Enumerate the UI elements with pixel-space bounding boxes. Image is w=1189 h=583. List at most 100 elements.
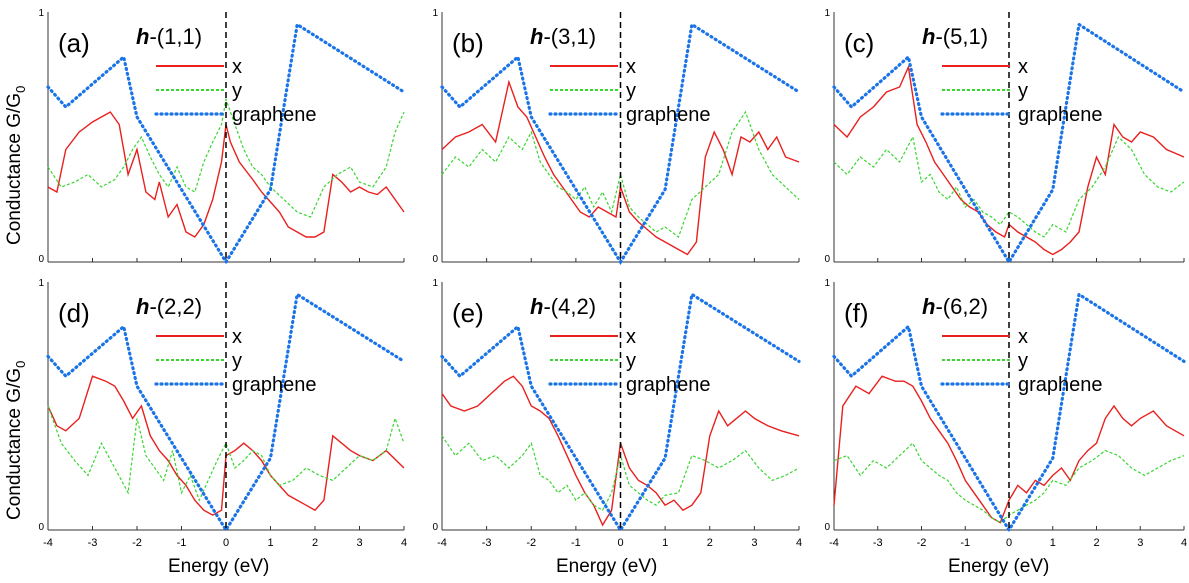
panel-title-rest: -(2,2) <box>149 294 202 319</box>
x-tick-label: -3 <box>88 537 98 549</box>
panel-label: (b) <box>452 28 484 58</box>
legend-label-y: y <box>232 80 242 102</box>
legend-label-graphene: graphene <box>626 104 711 126</box>
legend-label-y: y <box>626 350 636 372</box>
panel-title-rest: -(4,2) <box>543 294 596 319</box>
x-tick-label: -1 <box>960 537 970 549</box>
x-tick-label: 0 <box>617 537 623 549</box>
y-tick-label: 0 <box>38 522 44 533</box>
series-y-line <box>833 442 1185 524</box>
series-y-line <box>47 97 405 218</box>
x-tick-label: -2 <box>132 537 142 549</box>
x-tick-label: -1 <box>177 537 187 549</box>
y-axis-label-top: Conductance G/G0 <box>4 86 28 245</box>
panel-title: h-(5,1) <box>922 24 988 49</box>
y-tick-label: 1 <box>38 278 44 289</box>
x-tick-label: -3 <box>873 537 883 549</box>
series-graphene-line <box>440 21 801 266</box>
x-tick-label: 3 <box>356 537 362 549</box>
y-tick-label: 0 <box>432 254 438 265</box>
y-tick-label: 1 <box>824 8 830 19</box>
x-axis-label-right: Energy (eV) <box>948 556 1050 577</box>
panel-label: (e) <box>452 298 484 328</box>
panel-title-prefix: h <box>530 24 543 49</box>
panel-title: h-(1,1) <box>136 24 202 49</box>
series-graphene-line <box>832 291 1186 534</box>
panel-title-rest: -(5,1) <box>935 24 988 49</box>
y-axis-label-subscript: 0 <box>12 360 28 368</box>
series-graphene-line <box>46 21 406 266</box>
x-tick-label: 0 <box>1006 537 1012 549</box>
y-tick-label: 1 <box>432 278 438 289</box>
y-tick-label: 1 <box>38 8 44 19</box>
x-tick-label: -2 <box>917 537 927 549</box>
panel-title: h-(4,2) <box>530 294 596 319</box>
series-y-line <box>833 135 1185 238</box>
x-tick-label: 1 <box>1050 537 1056 549</box>
series-y-line <box>441 110 800 238</box>
panel-title: h-(2,2) <box>136 294 202 319</box>
y-tick-label: 1 <box>824 278 830 289</box>
x-tick-label: 2 <box>312 537 318 549</box>
x-tick-label: 3 <box>751 537 757 549</box>
series-x-line <box>833 375 1185 524</box>
x-tick-label: 2 <box>1093 537 1099 549</box>
panel-label: (c) <box>844 28 874 58</box>
panel-label: (f) <box>844 298 869 328</box>
y-tick-label: 0 <box>824 522 830 533</box>
legend-label-x: x <box>1018 56 1028 78</box>
y-axis-label-bottom: Conductance G/G0 <box>4 361 28 520</box>
legend-label-y: y <box>232 350 242 372</box>
legend-label-graphene: graphene <box>232 374 317 396</box>
x-tick-label: -1 <box>571 537 581 549</box>
series-x-line <box>441 79 800 256</box>
x-tick-label: -4 <box>437 537 447 549</box>
legend-label-x: x <box>1018 326 1028 348</box>
x-tick-label: 1 <box>267 537 273 549</box>
x-tick-label: -4 <box>43 537 53 549</box>
series-y-line <box>47 405 405 502</box>
panel-title-rest: -(1,1) <box>149 24 202 49</box>
series-x-line <box>47 111 405 238</box>
series-y-line <box>441 435 800 512</box>
series-graphene-line <box>46 291 406 534</box>
legend-label-y: y <box>626 80 636 102</box>
y-tick-label: 0 <box>432 522 438 533</box>
x-tick-label: 4 <box>401 537 407 549</box>
x-tick-label: 3 <box>1137 537 1143 549</box>
x-tick-label: 0 <box>223 537 229 549</box>
x-tick-label: 4 <box>1181 537 1187 549</box>
legend-label-x: x <box>626 56 636 78</box>
panel-title-prefix: h <box>136 294 149 319</box>
y-tick-label: 0 <box>824 254 830 265</box>
series-graphene-line <box>440 291 801 534</box>
y-axis-label-text: Conductance G/G <box>4 367 25 520</box>
x-tick-label: 1 <box>662 537 668 549</box>
y-axis-label-subscript: 0 <box>12 85 28 93</box>
x-axis-label-middle: Energy (eV) <box>556 556 658 577</box>
legend-label-graphene: graphene <box>1018 374 1103 396</box>
panel-title-rest: -(3,1) <box>543 24 596 49</box>
legend-label-y: y <box>1018 350 1028 372</box>
panel-title-prefix: h <box>922 24 935 49</box>
panel-title-rest: -(6,2) <box>935 294 988 319</box>
y-axis-label-text: Conductance G/G <box>4 92 25 245</box>
legend-label-graphene: graphene <box>1018 104 1103 126</box>
legend-label-x: x <box>626 326 636 348</box>
panel-title: h-(3,1) <box>530 24 596 49</box>
panel-title-prefix: h <box>922 294 935 319</box>
x-tick-label: -4 <box>829 537 839 549</box>
legend-label-x: x <box>232 56 242 78</box>
legend-label-graphene: graphene <box>626 374 711 396</box>
panel-title-prefix: h <box>136 24 149 49</box>
y-tick-label: 0 <box>38 254 44 265</box>
y-tick-label: 1 <box>432 8 438 19</box>
series-x-line <box>47 375 405 516</box>
x-tick-label: -2 <box>526 537 536 549</box>
